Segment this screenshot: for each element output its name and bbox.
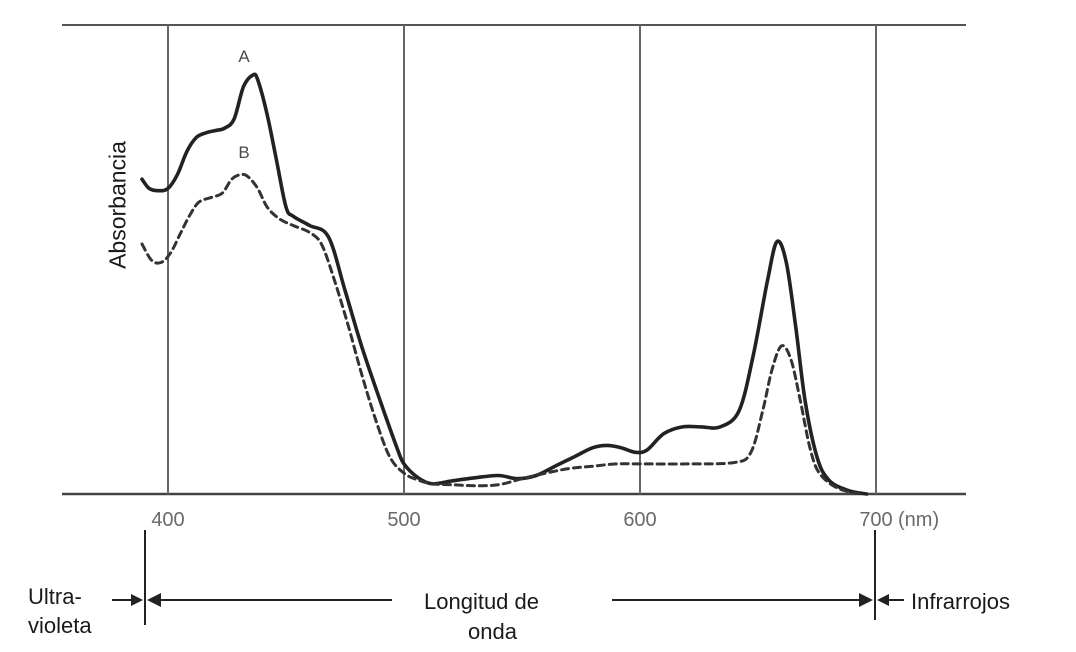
- series-line-b: [140, 172, 864, 496]
- x-tick-label-600: 600: [623, 509, 656, 531]
- x-tick-label-700: 700: [859, 509, 892, 531]
- vertical-gridlines: [167, 25, 877, 494]
- x-tick-label-500: 500: [387, 509, 420, 531]
- wavelength-label-line2: onda: [468, 619, 517, 644]
- infrared-label: Infrarrojos: [911, 589, 1011, 614]
- wavelength-label-line1: Longitud de: [424, 589, 539, 614]
- ultraviolet-label-line2: violeta: [28, 613, 92, 638]
- x-tick-label-400: 400: [151, 509, 184, 531]
- series-curves: [140, 72, 869, 496]
- visible-arrow-right-head: [859, 593, 873, 607]
- x-unit-label: (nm): [898, 509, 939, 531]
- curve-label-a: A: [238, 47, 250, 66]
- series-line-a: [140, 72, 869, 496]
- ir-arrow-head: [877, 594, 889, 606]
- curve-label-b: B: [238, 143, 249, 162]
- visible-arrow-left-head: [147, 593, 161, 607]
- x-tick-labels: 400 500 600 700 (nm): [151, 509, 939, 531]
- y-axis-label: Absorbancia: [104, 141, 131, 269]
- spectrum-range-arrows: [112, 530, 904, 625]
- curve-labels: AB: [238, 47, 250, 162]
- plot-frame: [62, 24, 966, 496]
- uv-arrow-head: [131, 594, 143, 606]
- ultraviolet-label-line1: Ultra-: [28, 584, 82, 609]
